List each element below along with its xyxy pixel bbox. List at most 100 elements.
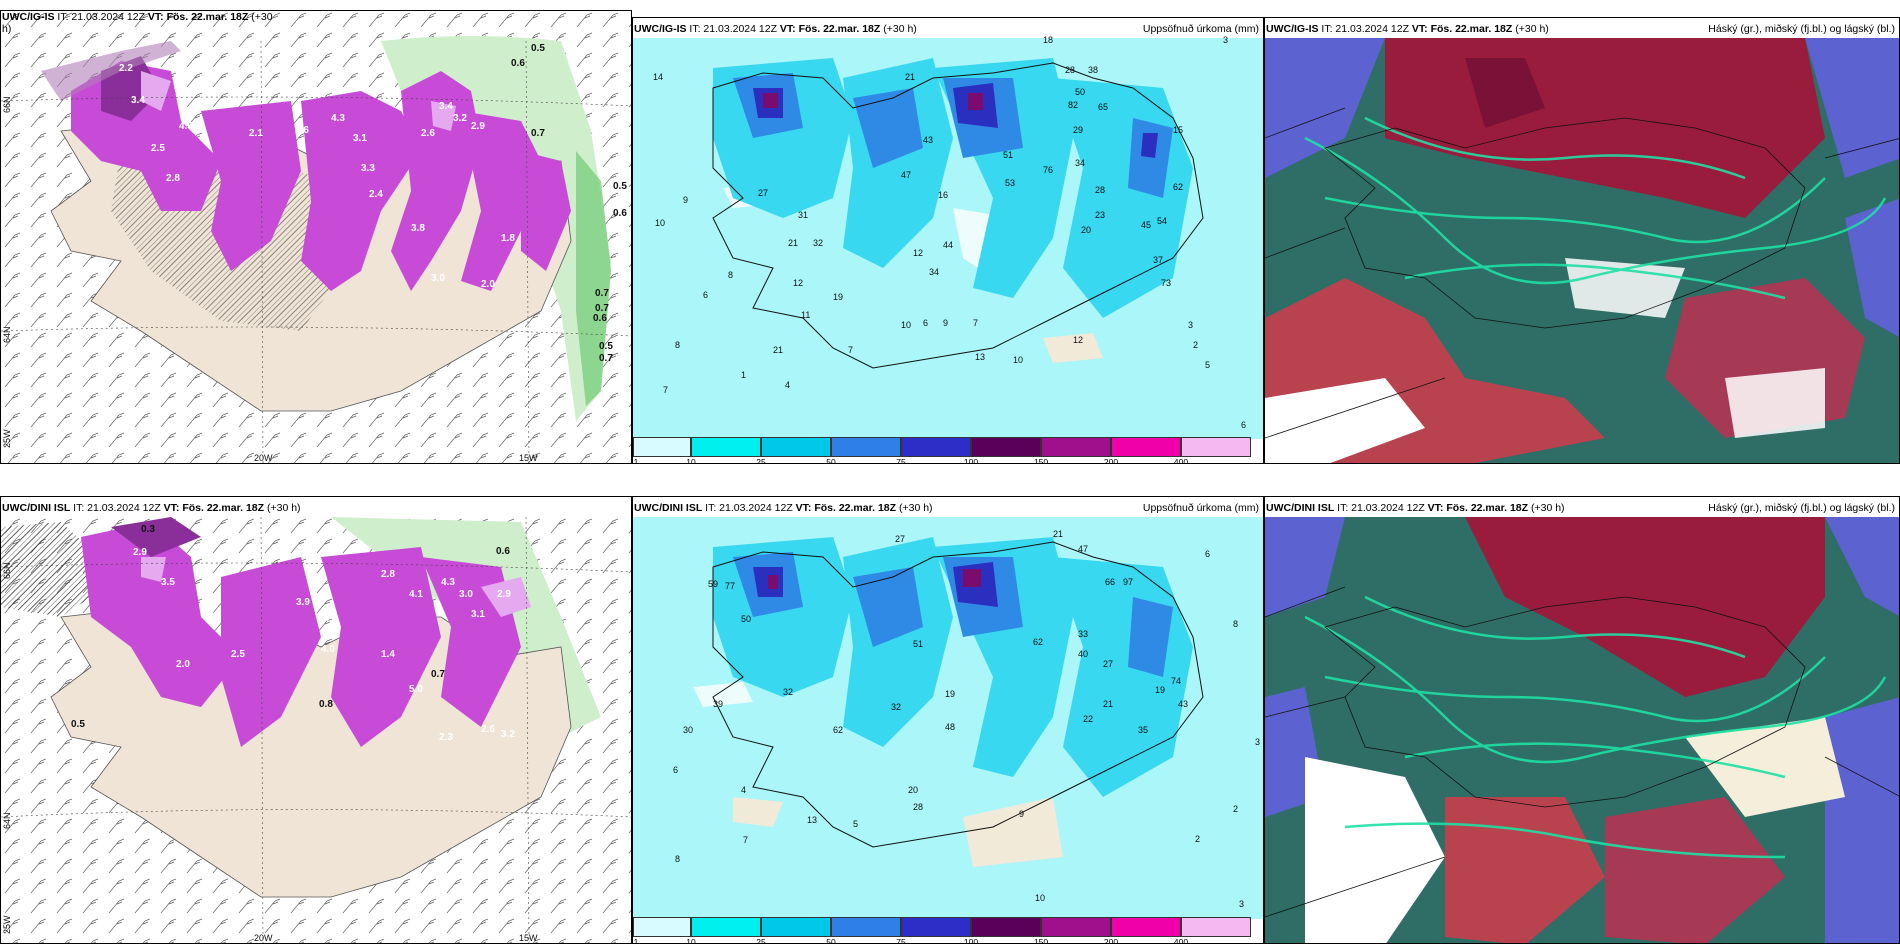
value-label: 3.9 <box>296 597 310 608</box>
colorbar-tick-label: 1 <box>633 457 639 464</box>
value-label: 10 <box>901 320 911 330</box>
colorbar-swatch <box>831 917 901 937</box>
value-label: 4.0 <box>179 121 193 132</box>
lat-label: 25W <box>2 429 12 448</box>
value-label: 3.3 <box>361 163 375 174</box>
lon-label: 20W <box>254 453 273 463</box>
value-label: 19 <box>833 292 843 302</box>
colorbar-tick-label: 200 <box>1103 457 1119 464</box>
value-label: 21 <box>1103 699 1113 709</box>
value-label: 28 <box>913 802 923 812</box>
panel-subtitle: Uppsöfnuð úrkoma (mm) <box>1142 502 1259 514</box>
value-label: 97 <box>1123 577 1133 587</box>
value-label: 0.6 <box>593 313 607 324</box>
value-label: 3.3 <box>321 614 335 625</box>
value-label: 14 <box>653 72 663 82</box>
map-panel-dini-clouds: UWC/DINI ISL IT: 21.03.2024 12Z VT: Fös.… <box>1264 496 1900 944</box>
colorbar-swatch <box>901 437 971 457</box>
lon-label: 15W <box>519 933 538 943</box>
map-panel-ig-is-precipitation: UWC/IG-IS IT: 21.03.2024 12Z VT: Fös. 22… <box>632 17 1264 464</box>
value-label: 9 <box>1019 809 1024 819</box>
colorbar-tick-label: 100 <box>963 457 979 464</box>
colorbar-swatch <box>971 437 1041 457</box>
value-label: 74 <box>1171 676 1181 686</box>
panel-title: UWC/DINI ISL IT: 21.03.2024 12Z VT: Fös.… <box>1266 502 1565 514</box>
colorbar-tick-label: 150 <box>1033 937 1049 944</box>
value-label: 2.2 <box>119 63 133 74</box>
lat-label: 64N <box>2 812 12 829</box>
value-label: 1.4 <box>381 649 395 660</box>
colorbar-tick-label: 400 <box>1173 937 1189 944</box>
lat-label: 25W <box>2 915 12 934</box>
value-label: 9 <box>943 318 948 328</box>
value-label: 47 <box>901 170 911 180</box>
value-label: 2.5 <box>151 143 165 154</box>
value-label: 45 <box>1141 220 1151 230</box>
colorbar-swatch <box>691 917 761 937</box>
colorbar-tick-label: 75 <box>896 937 906 944</box>
value-label: 2.9 <box>133 547 147 558</box>
value-label: 34 <box>1075 158 1085 168</box>
value-label: 21 <box>905 72 915 82</box>
value-label: 44 <box>943 240 953 250</box>
colorbar-swatch <box>691 437 761 457</box>
value-label: 3.1 <box>471 609 485 620</box>
value-label: 33 <box>1078 629 1088 639</box>
value-label: 7 <box>743 835 748 845</box>
colorbar-swatch <box>761 437 831 457</box>
value-label: 11 <box>801 310 810 320</box>
value-label: 2.6 <box>481 724 495 735</box>
panel-subtitle: Háský (gr.), miðský (fj.bl.) og lágský (… <box>1708 502 1895 514</box>
value-label: 16 <box>938 190 948 200</box>
value-label: 48 <box>945 722 955 732</box>
colorbar-tick-label: 400 <box>1173 457 1189 464</box>
value-label: 15 <box>1173 125 1183 135</box>
value-label: 35 <box>1138 725 1148 735</box>
value-label: 7 <box>973 318 978 328</box>
value-label: 2.6 <box>421 128 435 139</box>
value-label: 6 <box>703 290 708 300</box>
value-label: 37 <box>1153 255 1163 265</box>
value-label: 32 <box>891 702 901 712</box>
value-label: 6 <box>923 318 928 328</box>
value-label: 2.1 <box>201 609 215 620</box>
colorbar-swatch <box>831 437 901 457</box>
value-label: 20 <box>908 785 918 795</box>
value-label: 76 <box>1043 165 1053 175</box>
value-label: 10 <box>1013 355 1023 365</box>
value-label: 12 <box>1073 335 1083 345</box>
value-label: 31 <box>798 210 808 220</box>
lon-label: 20W <box>254 933 273 943</box>
value-label: 1 <box>741 370 746 380</box>
precipitation-colorbar: 1 10 25 50 75 100 150 200 400 <box>633 437 1263 463</box>
colorbar-tick-label: 50 <box>826 937 836 944</box>
value-label: 0.7 <box>595 303 609 314</box>
precipitation-map: 14 21 18 3 28 38 50 82 65 29 43 47 16 51… <box>633 35 1263 439</box>
value-label: 2.0 <box>176 659 190 670</box>
value-label: 1.8 <box>501 233 515 244</box>
value-label: 7 <box>848 345 853 355</box>
value-label: 6 <box>673 765 678 775</box>
value-label: 2.5 <box>231 649 245 660</box>
value-label: 3.0 <box>431 273 445 284</box>
colorbar-tick-label: 200 <box>1103 937 1119 944</box>
value-label: 0.7 <box>531 128 545 139</box>
value-label: 51 <box>1003 150 1013 160</box>
value-label: 2.9 <box>497 589 511 600</box>
value-label: 8 <box>675 854 680 864</box>
value-label: 2 <box>1193 340 1198 350</box>
lat-label: 64N <box>2 326 12 343</box>
value-label: 38 <box>1088 65 1098 75</box>
value-label: 53 <box>1005 178 1015 188</box>
value-label: 54 <box>1157 216 1167 226</box>
value-label: 8 <box>675 340 680 350</box>
map-panel-dini-snowfall: UWC/DINI ISL IT: 21.03.2024 12Z VT: Fös.… <box>0 496 632 944</box>
value-label: 30 <box>683 725 693 735</box>
precipitation-map: 27 21 47 66 97 6 59 77 50 40 51 62 33 27… <box>633 517 1263 919</box>
colorbar-tick-label: 1 <box>633 937 639 944</box>
value-label: 4 <box>741 785 746 795</box>
value-label: 10 <box>1035 893 1045 903</box>
map-panel-ig-is-snowfall: UWC/IG-IS IT: 21.03.2024 12Z VT: Fös. 22… <box>0 10 632 464</box>
value-label: 28 <box>1065 65 1075 75</box>
value-label: 59 <box>708 579 718 589</box>
